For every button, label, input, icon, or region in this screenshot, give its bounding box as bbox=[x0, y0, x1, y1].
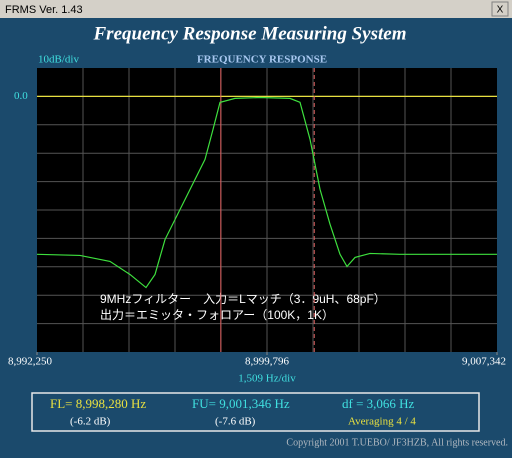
copyright: Copyright 2001 T.UEBO/ JF3HZB, All right… bbox=[286, 437, 508, 448]
fl-readout: FL= 8,998,280 Hz bbox=[50, 396, 146, 411]
chart-subtitle: FREQUENCY RESPONSE bbox=[197, 54, 327, 66]
y-tick-label: 0.0 bbox=[14, 90, 28, 102]
close-icon[interactable]: X bbox=[497, 5, 504, 16]
window-title: FRMS Ver. 1.43 bbox=[5, 4, 83, 16]
title-bar bbox=[0, 0, 512, 18]
fu-level: (-7.6 dB) bbox=[215, 416, 256, 428]
annotation: 9MHzフィルター 入力＝Lマッチ（3．9uH、68pF） bbox=[100, 292, 386, 306]
chart-title: Frequency Response Measuring System bbox=[93, 23, 407, 44]
annotation: 出力＝エミッタ・フォロアー（100K，1K） bbox=[100, 308, 334, 322]
x-tick-label: 8,992,250 bbox=[8, 356, 53, 368]
df-readout: df = 3,066 Hz bbox=[342, 396, 415, 411]
x-axis-label: 1,509 Hz/div bbox=[238, 373, 296, 385]
close-button[interactable] bbox=[491, 1, 509, 17]
fu-readout: FU= 9,001,346 Hz bbox=[192, 396, 290, 411]
averaging: Averaging 4 / 4 bbox=[348, 416, 416, 428]
response-curve bbox=[36, 96, 497, 289]
x-tick-label: 9,007,342 bbox=[462, 356, 506, 368]
readout-panel bbox=[31, 392, 480, 432]
y-axis-label: 10dB/div bbox=[38, 54, 79, 66]
fl-level: (-6.2 dB) bbox=[70, 416, 111, 428]
x-tick-label: 8,999,796 bbox=[245, 356, 290, 368]
